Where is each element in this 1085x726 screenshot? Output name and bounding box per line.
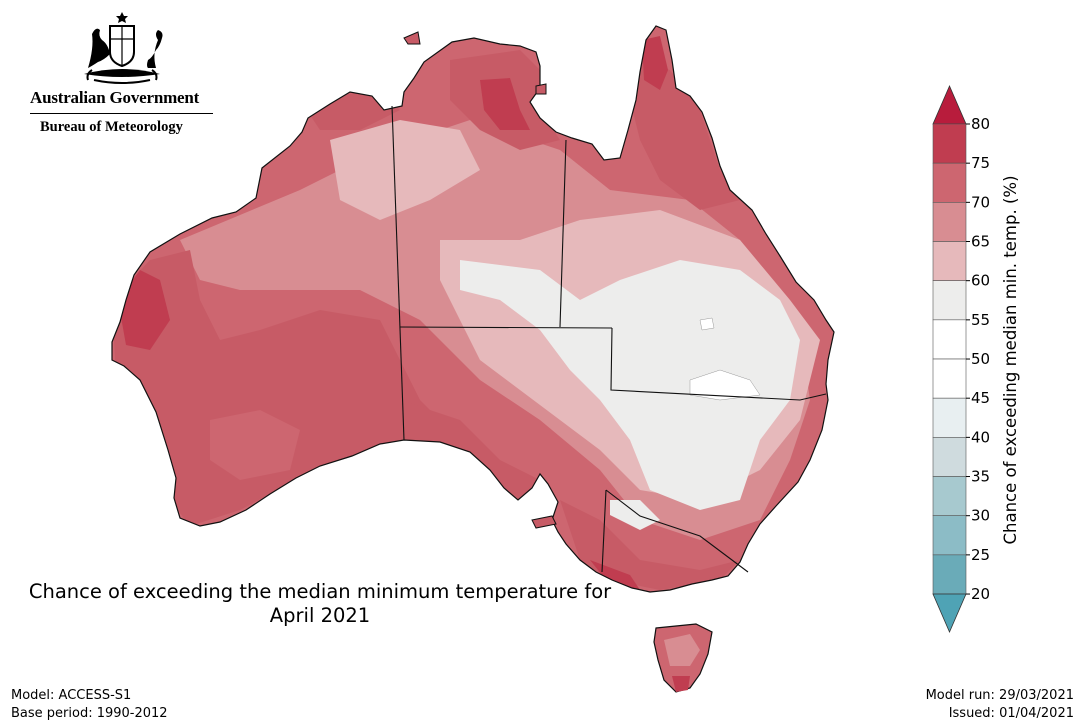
colorbar-bands xyxy=(932,123,967,595)
islands xyxy=(403,31,557,529)
model-name: Model: ACCESS-S1 xyxy=(11,688,132,703)
run-info: Model run: 29/03/2021 Issued: 01/04/2021 xyxy=(926,687,1074,723)
colorbar-tick-label: 30 xyxy=(971,507,990,525)
logo-divider xyxy=(30,113,213,114)
colorbar-band xyxy=(932,476,967,516)
issued-date: Issued: 01/04/2021 xyxy=(948,706,1074,721)
colorbar-band xyxy=(932,319,967,360)
colorbar-tick-label: 75 xyxy=(971,154,990,172)
colorbar-band xyxy=(932,437,967,477)
map-title-line-2: April 2021 xyxy=(269,604,371,627)
colorbar-legend: 80 75 70 65 60 55 50 45 40 35 30 25 20 Chance of exc… xyxy=(932,84,1020,634)
colorbar-band xyxy=(932,202,967,242)
tasmania xyxy=(653,623,713,693)
colorbar-band xyxy=(932,358,967,399)
state-borders xyxy=(391,105,827,573)
colorbar-under-arrow xyxy=(932,593,967,634)
colorbar-band xyxy=(932,123,967,164)
probability-fill xyxy=(112,26,834,592)
colorbar-tick-label: 45 xyxy=(971,389,990,407)
model-info: Model: ACCESS-S1 Base period: 1990-2012 xyxy=(11,687,168,723)
coat-of-arms-icon xyxy=(84,12,163,84)
colorbar-tick-label: 70 xyxy=(971,193,990,211)
colorbar-band xyxy=(932,515,967,556)
colorbar-tick-label: 80 xyxy=(971,115,990,133)
colorbar-over-arrow xyxy=(932,84,967,125)
colorbar-label: Chance of exceeding median min. temp. (%… xyxy=(1001,175,1020,544)
map-title: Chance of exceeding the median minimum t… xyxy=(0,580,640,628)
bom-logo: Australian Government Bureau of Meteorol… xyxy=(22,8,222,140)
colorbar-tick-label: 40 xyxy=(971,428,990,446)
colorbar-band xyxy=(932,241,967,281)
colorbar-tick-label: 60 xyxy=(971,272,990,290)
colorbar-band xyxy=(932,162,967,203)
colorbar-tick-label: 35 xyxy=(971,468,990,486)
colorbar-tick-label: 50 xyxy=(971,350,990,368)
colorbar-tick-label: 55 xyxy=(971,311,990,329)
bureau-name: Bureau of Meteorology xyxy=(40,119,183,135)
colorbar-tick-label: 20 xyxy=(971,585,990,603)
government-name: Australian Government xyxy=(30,88,200,107)
model-run-date: Model run: 29/03/2021 xyxy=(925,688,1074,703)
colorbar-band xyxy=(932,280,967,321)
colorbar-band xyxy=(932,397,967,438)
colorbar-band xyxy=(932,554,967,595)
base-period: Base period: 1990-2012 xyxy=(11,706,168,721)
colorbar-ticks: 80 75 70 65 60 55 50 45 40 35 30 25 20 xyxy=(966,115,990,603)
colorbar-tick-label: 25 xyxy=(971,546,990,564)
colorbar-tick-label: 65 xyxy=(971,233,990,251)
map-title-line-1: Chance of exceeding the median minimum t… xyxy=(28,580,612,603)
